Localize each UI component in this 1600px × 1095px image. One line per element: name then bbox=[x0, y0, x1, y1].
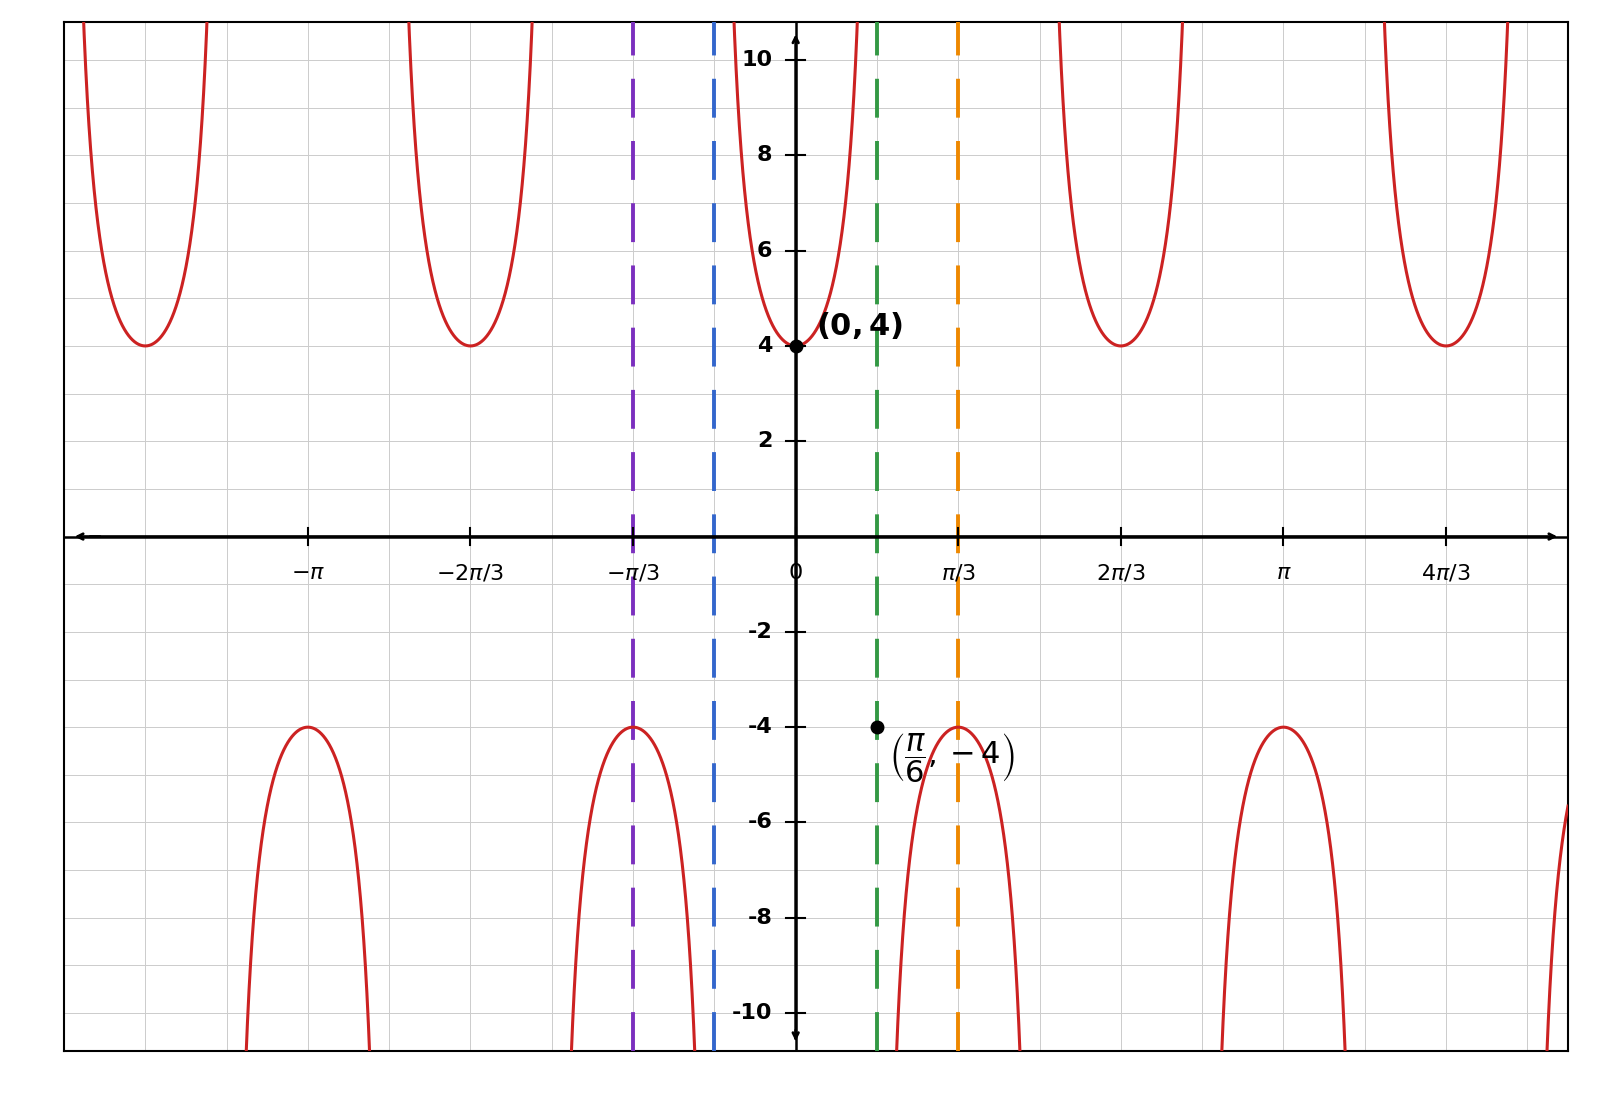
Text: $\pi/3$: $\pi/3$ bbox=[941, 563, 976, 584]
Text: $4\pi/3$: $4\pi/3$ bbox=[1421, 563, 1470, 584]
Text: $\mathbf{(0,4)}$: $\mathbf{(0,4)}$ bbox=[816, 310, 902, 342]
Text: -8: -8 bbox=[747, 908, 773, 927]
Text: 10: 10 bbox=[741, 50, 773, 70]
Text: $-2\pi/3$: $-2\pi/3$ bbox=[437, 563, 504, 584]
Text: -4: -4 bbox=[747, 717, 773, 737]
Text: 4: 4 bbox=[757, 336, 773, 356]
Text: $0$: $0$ bbox=[789, 563, 803, 583]
Text: $-\pi$: $-\pi$ bbox=[291, 563, 325, 583]
Text: $-\pi/3$: $-\pi/3$ bbox=[606, 563, 661, 584]
Text: -10: -10 bbox=[731, 1003, 773, 1023]
Text: -6: -6 bbox=[747, 812, 773, 832]
Text: -2: -2 bbox=[747, 622, 773, 642]
Text: 2: 2 bbox=[757, 431, 773, 451]
Text: $\pi$: $\pi$ bbox=[1275, 563, 1291, 583]
Text: 8: 8 bbox=[757, 146, 773, 165]
Text: 6: 6 bbox=[757, 241, 773, 261]
Text: $\left(\dfrac{\pi}{6},-4\right)$: $\left(\dfrac{\pi}{6},-4\right)$ bbox=[890, 731, 1014, 785]
Text: $2\pi/3$: $2\pi/3$ bbox=[1096, 563, 1146, 584]
